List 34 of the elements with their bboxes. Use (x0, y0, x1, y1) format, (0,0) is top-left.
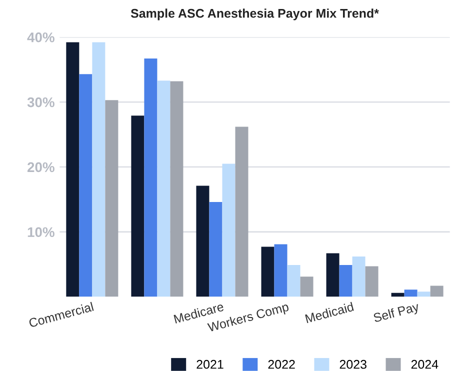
bar (105, 100, 118, 297)
legend-label: 2024 (411, 360, 438, 369)
bar (79, 74, 92, 297)
y-tick-label: 10% (28, 227, 54, 238)
bar (352, 256, 366, 297)
chart-title: Sample ASC Anesthesia Payor Mix Trend* (130, 8, 379, 20)
bar (170, 81, 184, 297)
bar (430, 286, 444, 297)
bar (131, 116, 144, 297)
y-tick-label: 30% (27, 97, 54, 108)
bar (326, 253, 340, 297)
bar (300, 276, 314, 297)
bar (196, 186, 210, 297)
bar (157, 80, 170, 297)
bar (404, 290, 418, 297)
x-tick-label: Self Pay (372, 302, 420, 325)
bar (417, 292, 430, 297)
bar (66, 42, 80, 297)
legend-label: 2021 (196, 360, 224, 369)
bar (365, 266, 378, 297)
bar (391, 292, 404, 297)
legend-label: 2022 (268, 360, 295, 369)
legend-label: 2023 (340, 360, 366, 369)
bar (287, 264, 300, 297)
bar (235, 126, 248, 297)
bar (261, 246, 274, 297)
bar (144, 58, 158, 297)
bar (92, 42, 106, 297)
bar (222, 164, 236, 297)
y-tick-label: 20% (27, 162, 54, 172)
y-tick-label: 40% (27, 32, 54, 42)
bar (274, 244, 288, 297)
bar (209, 202, 222, 297)
bar (339, 264, 352, 297)
